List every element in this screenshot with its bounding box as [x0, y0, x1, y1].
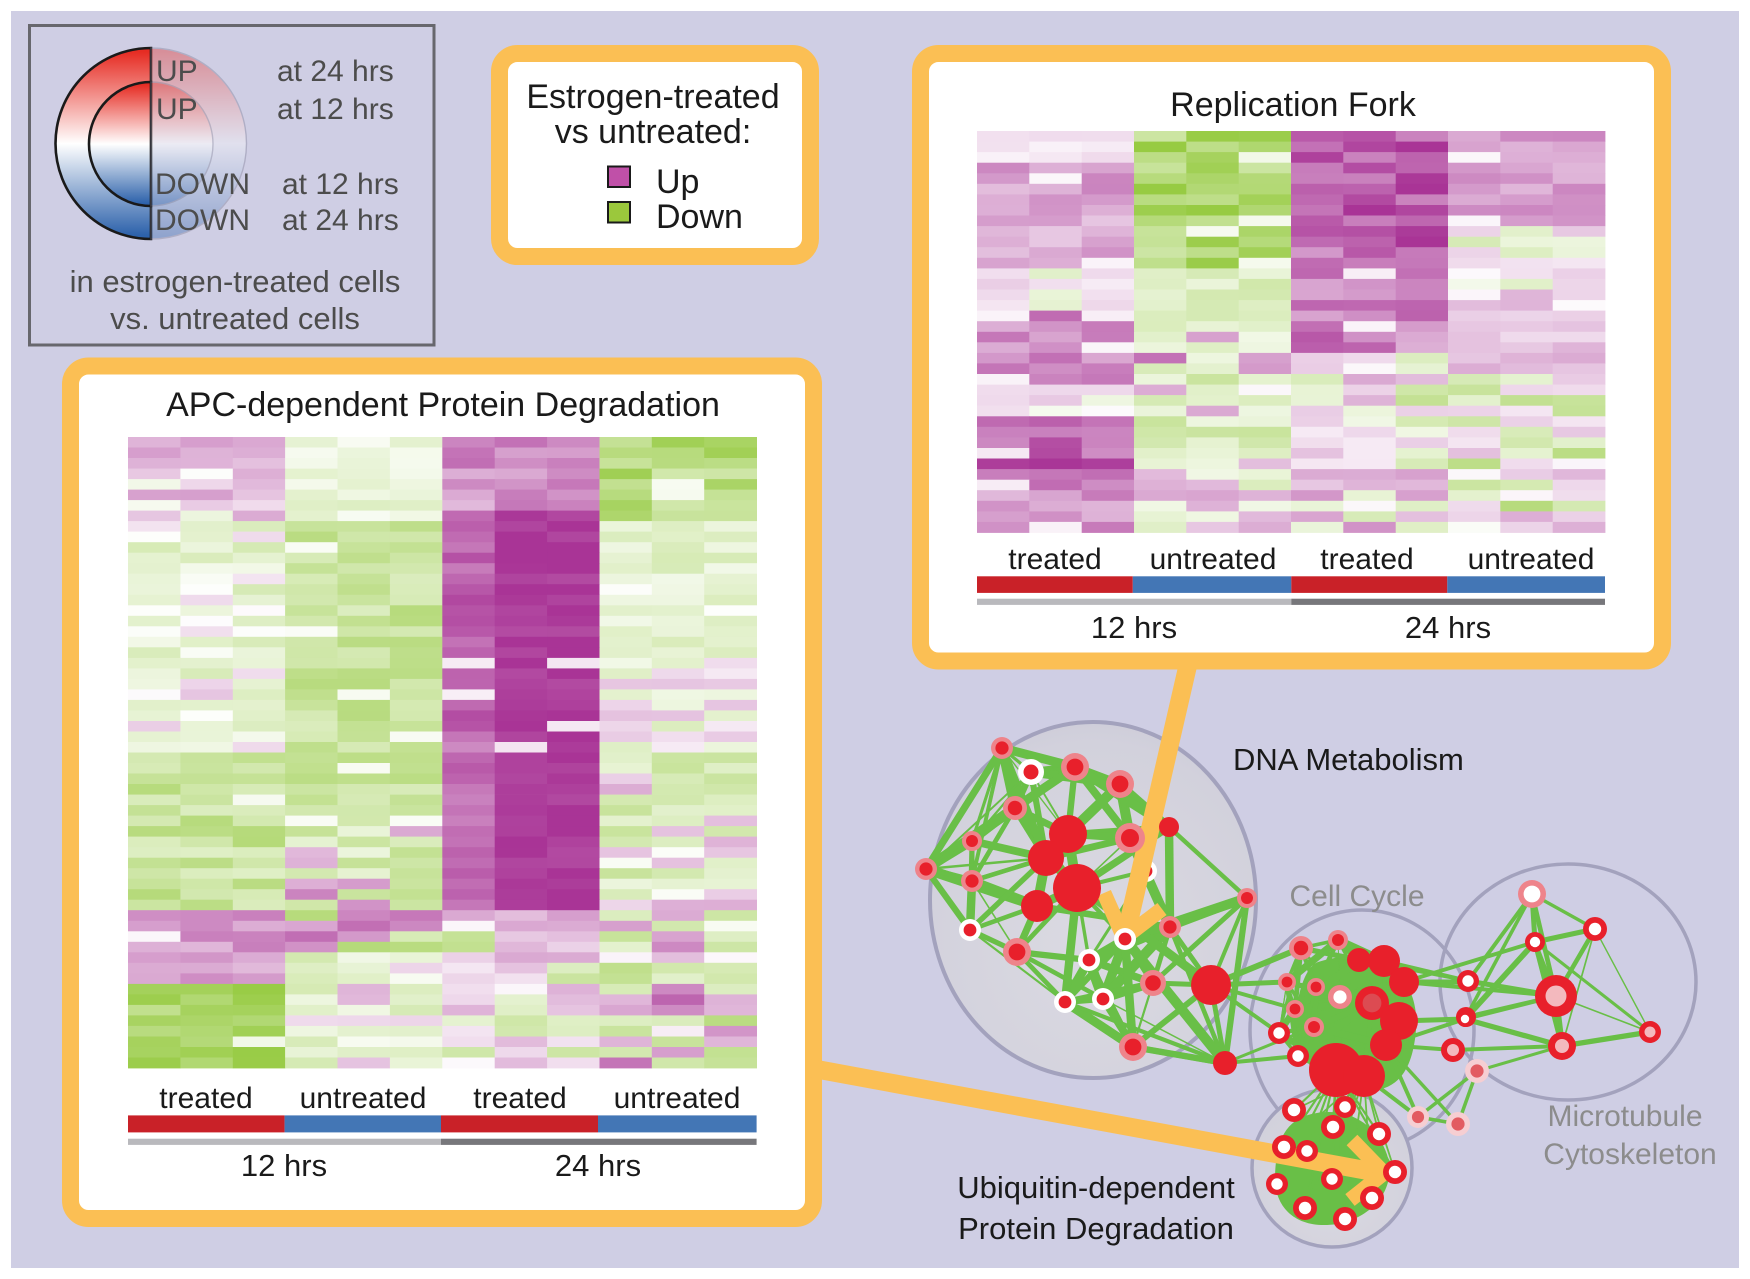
svg-text:vs untreated:: vs untreated: [555, 113, 752, 151]
svg-text:24 hrs: 24 hrs [1405, 610, 1491, 645]
svg-text:untreated: untreated [300, 1082, 427, 1115]
svg-text:Up: Up [656, 163, 699, 201]
svg-text:Replication Fork: Replication Fork [1170, 86, 1417, 124]
svg-text:at 24 hrs: at 24 hrs [282, 204, 399, 237]
svg-text:treated: treated [1008, 543, 1101, 576]
svg-text:12 hrs: 12 hrs [241, 1148, 327, 1183]
svg-text:at 12 hrs: at 12 hrs [282, 168, 399, 201]
svg-text:APC-dependent Protein Degradat: APC-dependent Protein Degradation [166, 386, 720, 424]
svg-text:treated: treated [473, 1082, 566, 1115]
svg-text:DNA Metabolism: DNA Metabolism [1233, 742, 1464, 777]
svg-text:untreated: untreated [614, 1082, 741, 1115]
svg-text:Cytoskeleton: Cytoskeleton [1543, 1138, 1716, 1171]
svg-text:UP: UP [156, 93, 198, 126]
svg-text:DOWN: DOWN [155, 168, 250, 201]
svg-text:Down: Down [656, 198, 743, 236]
svg-text:treated: treated [159, 1082, 252, 1115]
svg-text:Protein Degradation: Protein Degradation [958, 1211, 1234, 1246]
svg-text:DOWN: DOWN [155, 204, 250, 237]
svg-text:at 12 hrs: at 12 hrs [277, 93, 394, 126]
svg-text:in estrogen-treated cells: in estrogen-treated cells [70, 264, 401, 299]
svg-text:12 hrs: 12 hrs [1091, 610, 1177, 645]
svg-text:vs. untreated cells: vs. untreated cells [110, 301, 360, 336]
svg-text:Ubiquitin-dependent: Ubiquitin-dependent [957, 1170, 1235, 1205]
svg-text:Estrogen-treated: Estrogen-treated [526, 78, 779, 116]
svg-text:untreated: untreated [1150, 543, 1277, 576]
svg-text:Microtubule: Microtubule [1547, 1100, 1702, 1133]
svg-text:treated: treated [1320, 543, 1413, 576]
svg-text:UP: UP [156, 55, 198, 88]
svg-text:24 hrs: 24 hrs [555, 1148, 641, 1183]
svg-text:Cell Cycle: Cell Cycle [1289, 880, 1424, 913]
svg-text:at 24 hrs: at 24 hrs [277, 55, 394, 88]
svg-text:untreated: untreated [1468, 543, 1595, 576]
